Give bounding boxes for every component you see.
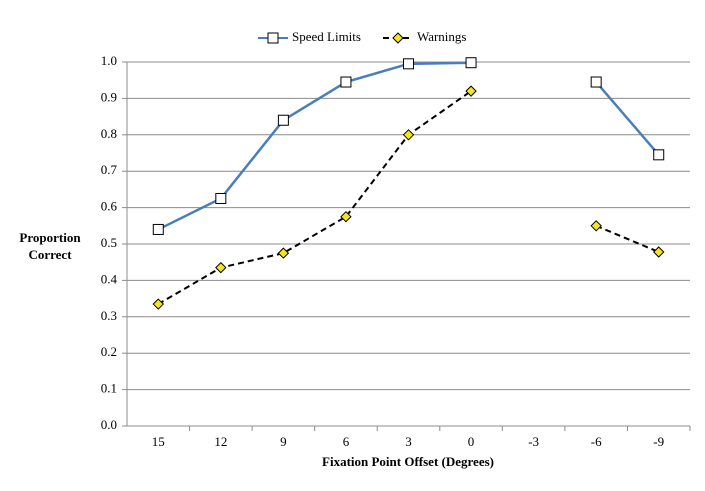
x-tick-label: 12 [214,434,227,449]
point [152,298,164,310]
point [340,76,352,88]
x-tick-label: 15 [152,434,165,449]
point [590,220,602,232]
point [403,58,414,70]
series-line [157,61,660,231]
x-tick-label: 6 [343,434,350,449]
y-axis-title: Proportion Correct [19,230,81,262]
x-tick-label: -6 [591,434,602,449]
x-tick-label: 9 [280,434,287,449]
point [152,223,164,235]
y-tick-label: 1.0 [101,53,117,68]
y-tick-label: 0.1 [101,381,117,396]
point [653,149,665,161]
point [277,247,290,259]
point [590,76,602,88]
point [465,57,477,69]
series-line [157,90,660,305]
y-tick-label: 0.4 [101,271,118,286]
x-tick-label: -9 [653,434,664,449]
y-tick-label: 0.5 [101,235,117,250]
point [340,210,352,223]
y-tick-label: 0.0 [101,417,117,432]
point [465,85,477,97]
x-tick-label: -3 [528,434,539,449]
y-tick-label: 0.6 [101,199,118,214]
x-tick-label: 0 [468,434,475,449]
x-tick-label: 3 [405,434,412,449]
point [277,114,289,126]
legend-label: Speed Limits [292,29,361,44]
y-tick-label: 0.8 [101,126,117,141]
point [653,246,665,258]
legend-marker [267,32,279,44]
y-tick-label: 0.9 [101,89,117,104]
y-tick-label: 0.2 [101,344,117,359]
y-tick-label: 0.7 [101,162,118,177]
x-axis-title: Fixation Point Offset (Degrees) [322,454,494,469]
point [215,261,227,274]
legend-label: Warnings [417,29,467,44]
y-tick-label: 0.3 [101,308,117,323]
point [402,129,415,141]
legend-marker [392,32,404,44]
point [215,193,227,204]
